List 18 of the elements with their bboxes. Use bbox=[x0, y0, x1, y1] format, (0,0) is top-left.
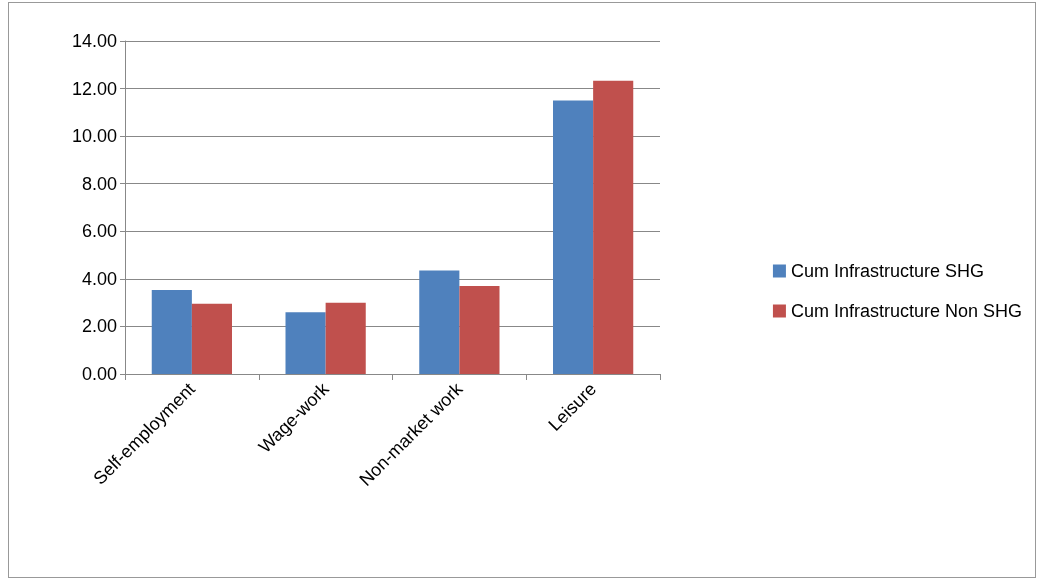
bar bbox=[419, 270, 460, 374]
y-tick-label: 14.00 bbox=[71, 31, 117, 51]
y-tick-label: 4.00 bbox=[81, 268, 117, 289]
bar bbox=[553, 100, 594, 374]
y-tick-label: 8.00 bbox=[81, 173, 117, 194]
bar bbox=[459, 285, 500, 374]
bar bbox=[285, 312, 326, 374]
y-tick-label: 6.00 bbox=[81, 221, 117, 242]
y-tick-label: 0.00 bbox=[81, 364, 117, 384]
bar bbox=[191, 303, 232, 374]
bar bbox=[325, 302, 366, 374]
legend-label: Cum Infrastructure Non SHG bbox=[790, 301, 1022, 321]
y-tick-label: 2.00 bbox=[81, 316, 117, 337]
y-tick-label: 12.00 bbox=[71, 78, 117, 99]
bar bbox=[593, 80, 634, 374]
bar bbox=[151, 290, 192, 374]
y-tick-label: 10.00 bbox=[71, 126, 117, 147]
legend-label: Cum Infrastructure SHG bbox=[790, 261, 984, 281]
